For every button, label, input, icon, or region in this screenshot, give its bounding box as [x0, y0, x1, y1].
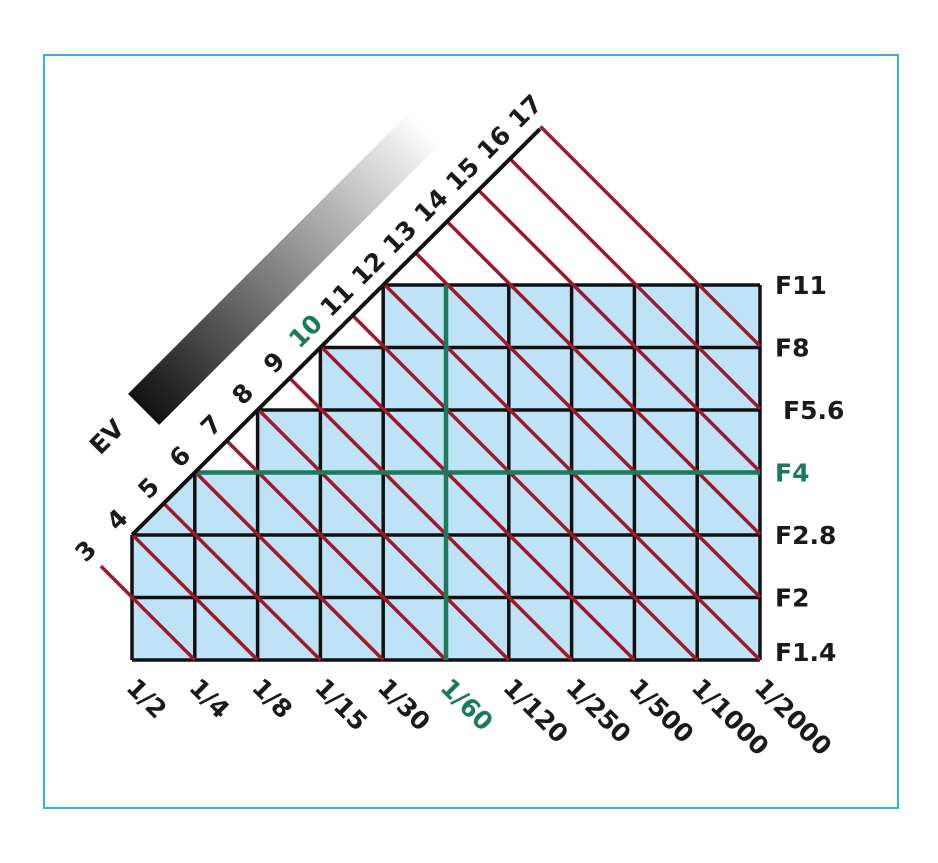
ev-axis-line: [130, 127, 542, 537]
shutter-label: 1/120: [498, 673, 574, 749]
ev-value: 9: [258, 346, 291, 379]
frame: [43, 54, 899, 809]
shutter-label: 1/8: [246, 673, 298, 725]
aperture-label: F2.8: [775, 521, 836, 550]
ev-value: 5: [132, 472, 165, 505]
aperture-label: F8: [775, 334, 809, 363]
aperture-label: F1.4: [775, 638, 836, 667]
aperture-label: F4: [775, 459, 809, 488]
ev-line: [413, 250, 762, 599]
ev-line: [507, 156, 762, 411]
shutter-label: 1/60: [435, 673, 499, 737]
ev-line: [319, 345, 636, 662]
ev-line: [445, 219, 762, 536]
shutter-label: 1/500: [623, 673, 699, 749]
ev-value: 6: [164, 440, 197, 473]
aperture-label: F2: [775, 584, 809, 613]
ev-line: [288, 376, 573, 662]
ev-gradient: [128, 111, 442, 425]
ev-line: [476, 188, 762, 473]
ev-value: 3: [69, 535, 102, 568]
ev-line: [131, 533, 259, 662]
aperture-label: F11: [775, 271, 827, 300]
shutter-label: 1/250: [560, 673, 636, 749]
ev-line: [225, 439, 448, 662]
shutter-label: 1/4: [184, 673, 236, 725]
shutter-label: 1/2: [121, 673, 173, 725]
ev-value: 4: [101, 503, 134, 536]
ev-line: [193, 470, 385, 662]
ev-value: 8: [226, 378, 259, 411]
ev-line: [99, 564, 197, 662]
ev-line: [162, 502, 322, 662]
aperture-label: F5.6: [783, 396, 844, 425]
shutter-label: 1/15: [309, 673, 373, 737]
ev-line: [350, 313, 699, 662]
shutter-label: 1/30: [372, 673, 436, 737]
ev-line: [539, 125, 762, 348]
ev-line: [256, 407, 511, 662]
ev-value: 7: [195, 409, 228, 442]
ev-label: EV: [84, 413, 131, 460]
